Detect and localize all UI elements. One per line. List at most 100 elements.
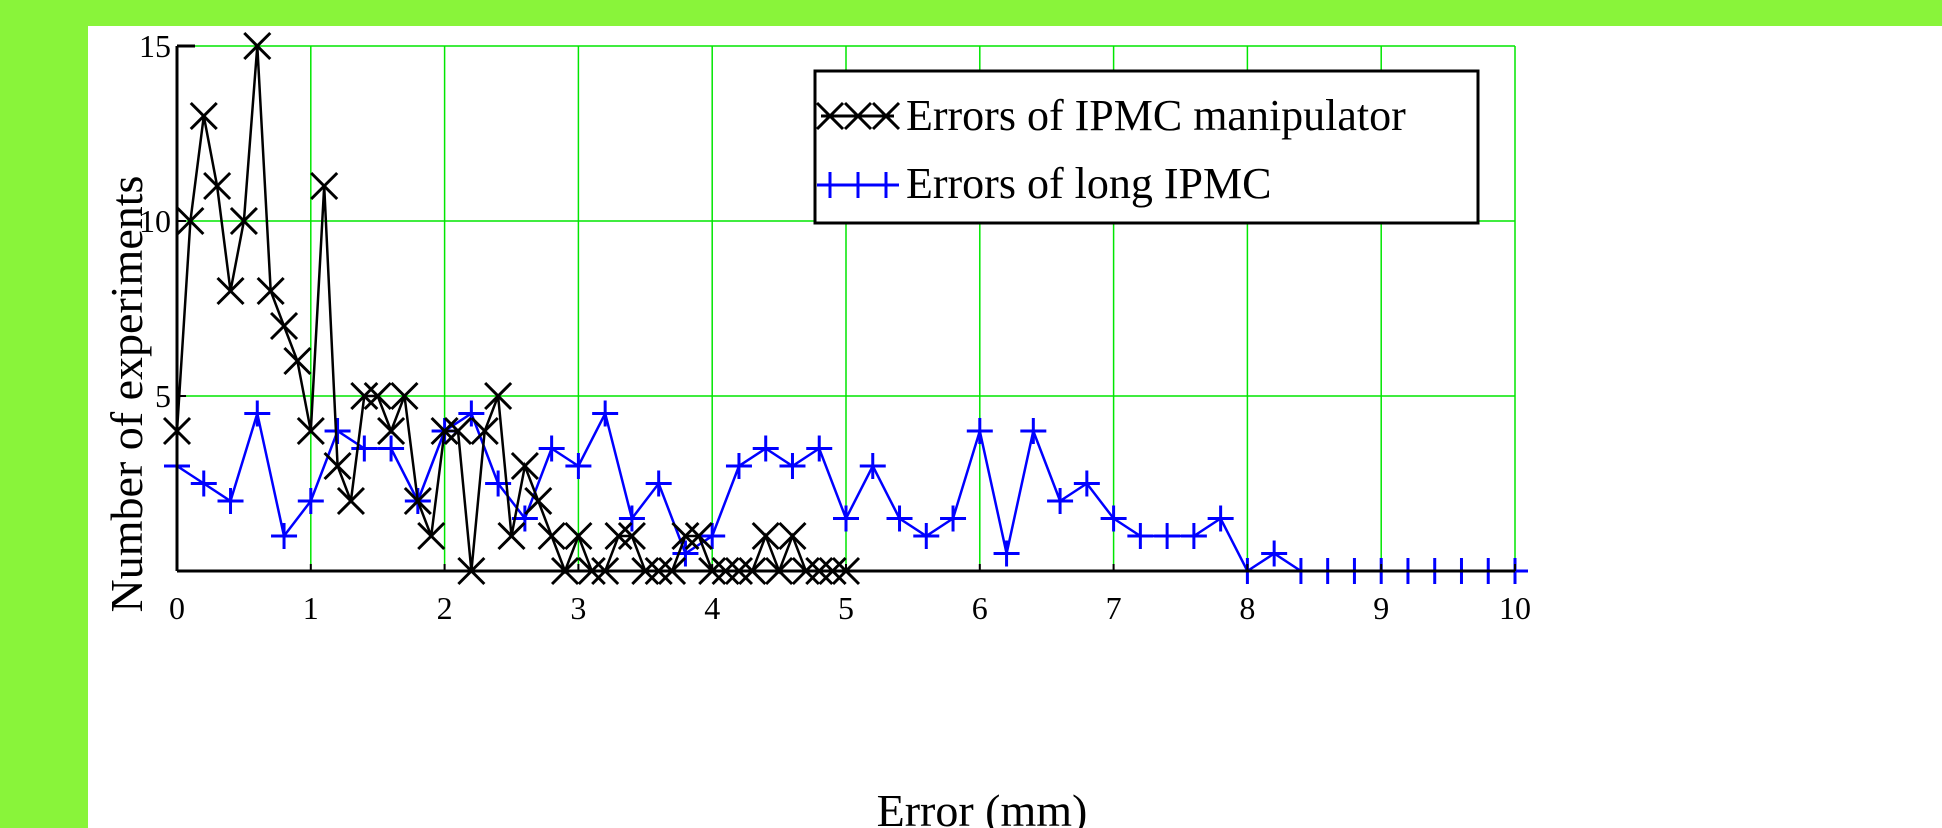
legend-marker [873, 172, 899, 198]
data-point [913, 523, 940, 549]
data-point [363, 381, 392, 411]
y-tick-label: 15 [139, 28, 171, 64]
data-point [1127, 523, 1154, 549]
data-point [283, 346, 312, 376]
data-point [779, 453, 806, 479]
data-point [351, 435, 378, 462]
legend-marker [843, 101, 873, 131]
data-point [484, 381, 513, 411]
data-point [296, 416, 325, 446]
data-point [859, 453, 886, 479]
x-tick-label: 7 [1106, 590, 1122, 626]
data-point [672, 540, 699, 567]
data-point [203, 171, 232, 201]
data-point [216, 276, 245, 306]
data-point [564, 521, 593, 551]
data-point [538, 435, 565, 462]
data-point [1020, 418, 1047, 444]
legend: Errors of IPMC manipulator Errors of lon… [813, 69, 1480, 225]
x-tick-label: 6 [972, 590, 988, 626]
data-point [1207, 505, 1234, 532]
data-point [537, 521, 566, 551]
data-point [243, 31, 272, 61]
chart: 0 1 2 3 4 5 6 7 8 9 10 5 10 15 Error (mm) Number of e… [101, 28, 1531, 828]
legend-sample-long-ipmc [817, 172, 899, 198]
data-point [966, 418, 993, 444]
x-tick-label: 2 [437, 590, 453, 626]
series-line [175, 45, 846, 575]
data-point [458, 400, 485, 427]
data-point [752, 435, 779, 462]
data-point [378, 435, 405, 462]
legend-marker [871, 101, 901, 131]
data-point [443, 416, 473, 446]
x-tick-label: 0 [169, 590, 185, 626]
data-point [1154, 523, 1181, 549]
data-point [350, 381, 379, 411]
data-point [1261, 540, 1288, 567]
data-point [940, 505, 967, 532]
data-point [390, 381, 419, 411]
data-point [778, 521, 807, 551]
data-point [1047, 488, 1074, 514]
legend-marker [817, 172, 843, 198]
data-point [565, 453, 592, 479]
data-point [497, 521, 526, 551]
data-point [403, 486, 432, 516]
x-tick-label: 5 [838, 590, 854, 626]
x-tick-label: 8 [1239, 590, 1255, 626]
data-point [190, 470, 217, 497]
plot-panel: 0 1 2 3 4 5 6 7 8 9 10 5 10 15 Error (mm) Number of e… [88, 26, 1942, 828]
data-point [806, 435, 833, 462]
data-point [310, 171, 339, 201]
data-point [511, 505, 538, 532]
legend-marker [815, 101, 845, 131]
data-point [256, 276, 285, 306]
data-point [699, 523, 726, 549]
data-point [524, 486, 553, 516]
x-axis-title: Error (mm) [877, 785, 1088, 828]
data-point [1073, 470, 1100, 497]
legend-marker [845, 172, 871, 198]
data-point [430, 416, 459, 446]
data-point [604, 521, 633, 551]
data-point [751, 521, 780, 551]
data-point [592, 400, 619, 427]
data-point [1180, 523, 1207, 549]
data-point [725, 453, 752, 479]
x-tick-label: 9 [1373, 590, 1389, 626]
x-tick-label: 1 [303, 590, 319, 626]
data-point [886, 505, 913, 532]
data-point [833, 505, 859, 532]
tick-labels: 0 1 2 3 4 5 6 7 8 9 10 5 10 15 [139, 28, 1531, 626]
x-tick-label: 3 [570, 590, 586, 626]
data-point [244, 400, 271, 427]
data-point [189, 101, 218, 131]
legend-box [813, 69, 1480, 225]
data-point [510, 451, 539, 481]
data-point [470, 416, 499, 446]
data-point [269, 311, 299, 341]
data-point [336, 486, 366, 516]
data-point [217, 488, 244, 514]
data-point [297, 488, 324, 514]
data-point [271, 523, 298, 549]
legend-label-long-ipmc: Errors of long IPMC [906, 159, 1271, 208]
y-tick-label: 5 [155, 378, 171, 414]
data-point [229, 206, 258, 236]
y-axis-title: Number of experiments [101, 176, 152, 613]
x-tick-label: 4 [704, 590, 720, 626]
data-point [417, 521, 446, 551]
axes [175, 44, 1516, 573]
data-point [618, 505, 645, 532]
legend-sample-ipmc-manipulator [815, 101, 901, 131]
data-point [176, 206, 205, 236]
y-tick-label: 10 [139, 203, 171, 239]
data-point [645, 470, 672, 497]
x-tick-label: 10 [1499, 590, 1531, 626]
data-point [377, 416, 406, 446]
legend-label-ipmc-manipulator: Errors of IPMC manipulator [906, 91, 1406, 140]
data-point [993, 540, 1020, 567]
data-point [323, 451, 352, 481]
